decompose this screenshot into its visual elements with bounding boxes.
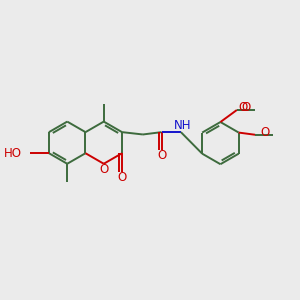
Text: O: O [238,100,247,113]
Text: HO: HO [4,147,22,160]
Text: O: O [242,101,251,114]
Text: O: O [100,163,109,176]
Text: O: O [157,149,166,162]
Text: NH: NH [174,119,191,132]
Text: O: O [260,126,269,139]
Text: O: O [117,171,127,184]
